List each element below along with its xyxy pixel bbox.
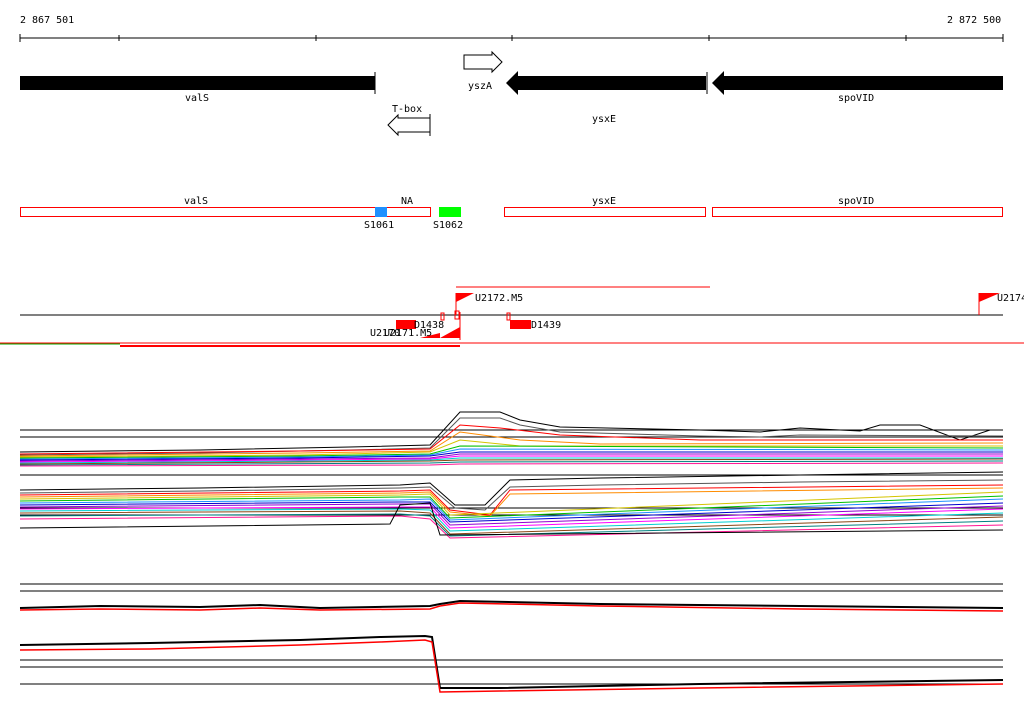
profile-line <box>19 510 1004 535</box>
profile-line <box>19 457 1003 464</box>
comparison-traces <box>19 583 1004 693</box>
region-ysxE-label: ysxE <box>592 196 616 207</box>
d1439-marker[interactable] <box>510 320 531 329</box>
gene-valS-label: valS <box>185 93 209 104</box>
profile-line <box>19 448 1004 460</box>
profile-line <box>19 455 1003 463</box>
coordinate-ruler: 2 867 501 2 872 500 <box>19 15 1004 42</box>
small-marker <box>506 312 511 321</box>
ruler-start-label: 2 867 501 <box>20 15 74 26</box>
reverse-flag <box>420 333 440 338</box>
profile-line <box>19 424 1003 455</box>
region-valS-label: valS <box>184 196 208 207</box>
region-NA-label: NA <box>401 196 413 207</box>
region-ysxE[interactable] <box>504 207 706 217</box>
tbox-arrow[interactable] <box>387 113 431 137</box>
u2174-flag[interactable] <box>979 293 1000 302</box>
gene-spoVID[interactable] <box>712 71 1003 95</box>
d1438-label: D1438 <box>414 320 444 331</box>
ruler-end-label: 2 872 500 <box>947 15 1001 26</box>
profile-line <box>19 471 1004 506</box>
gene-yszA-arrow[interactable] <box>463 50 503 74</box>
small-marker <box>454 310 460 320</box>
reverse-flag <box>440 327 460 338</box>
region-spoVID-label: spoVID <box>838 196 874 207</box>
region-spoVID[interactable] <box>712 207 1003 217</box>
gene-yszA-label: yszA <box>468 81 492 92</box>
profile-line <box>19 439 1003 458</box>
d1439-label: D1439 <box>531 320 561 331</box>
profile-line <box>19 506 1004 529</box>
trace-black-lower <box>19 634 1004 689</box>
upper-trace-bundle <box>19 411 1004 467</box>
region-s1061-marker[interactable] <box>375 207 387 217</box>
d1438-marker[interactable] <box>396 320 416 329</box>
profile-line <box>19 484 1004 516</box>
u2172-flag[interactable] <box>456 293 474 302</box>
gene-track: valS yszA ysxE spoVID T-box <box>20 50 1003 137</box>
trace-black-upper <box>19 599 1004 610</box>
u2174-label: U2174 <box>997 293 1024 304</box>
profile-line <box>19 453 1003 462</box>
u2172-label: U2172.M5 <box>475 293 523 304</box>
profile-line <box>19 462 1004 467</box>
region-valS[interactable] <box>20 207 431 217</box>
region-track: valS NA S1061 S1062 ysxE spoVID <box>20 196 1003 231</box>
profile-line <box>19 501 1004 523</box>
gene-ysxE-label: ysxE <box>592 114 616 125</box>
profile-line <box>19 502 1004 536</box>
profile-line <box>19 498 1004 521</box>
profile-line <box>19 495 1004 519</box>
profile-line <box>19 460 1004 466</box>
profile-line <box>19 487 1004 517</box>
region-s1061-label: S1061 <box>364 220 394 231</box>
profile-line <box>19 411 1003 453</box>
profile-line <box>19 458 1004 465</box>
profile-line <box>19 479 1004 511</box>
region-s1062-label: S1062 <box>433 220 463 231</box>
profile-line <box>19 513 1004 537</box>
gene-spoVID-label: spoVID <box>838 93 874 104</box>
expression-profiles <box>19 411 1004 539</box>
gene-ysxE[interactable] <box>506 71 706 95</box>
region-s1062-marker[interactable] <box>439 207 461 217</box>
trace-red-lower <box>19 639 1004 693</box>
profile-line <box>19 451 1003 461</box>
u2170-label: U2170 <box>370 328 400 339</box>
tbox-label: T-box <box>392 104 422 115</box>
feature-track: U2172.M5 U2174 D1438 D1439 U2170 U2171.M… <box>0 286 1024 347</box>
trace-red-upper <box>19 602 1004 612</box>
profile-line <box>19 431 1004 457</box>
gene-valS[interactable] <box>20 76 375 90</box>
profile-line <box>19 445 1004 459</box>
small-marker <box>440 312 445 321</box>
profile-line <box>19 508 1004 532</box>
lower-trace-bundle <box>19 471 1004 539</box>
u2171-label: U2171.M5 <box>384 328 432 339</box>
profile-line <box>19 491 1004 516</box>
